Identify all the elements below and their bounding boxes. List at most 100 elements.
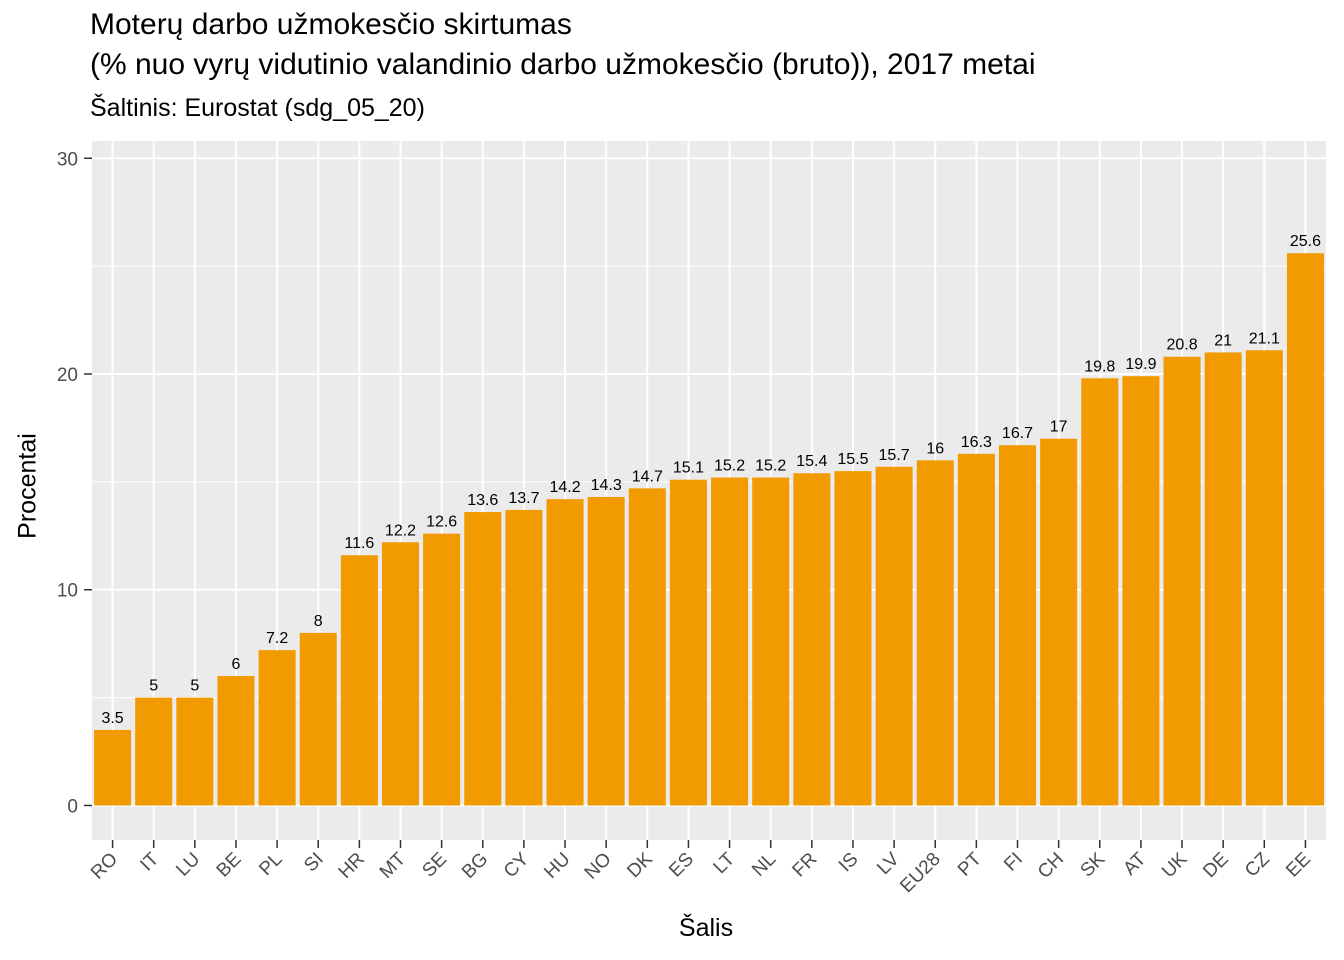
bar-es xyxy=(669,479,707,806)
value-label: 15.1 xyxy=(673,460,704,477)
value-label: 14.7 xyxy=(632,468,663,485)
x-tick-label: SE xyxy=(418,849,451,882)
x-tick-label: IT xyxy=(136,848,163,875)
bar-cz xyxy=(1245,350,1283,806)
x-tick-label: CY xyxy=(500,848,534,882)
x-tick-label: NL xyxy=(748,849,780,881)
y-tick-label: 20 xyxy=(57,365,78,386)
x-tick-label: LT xyxy=(710,848,740,878)
value-label: 13.7 xyxy=(508,490,539,507)
x-tick-label: CH xyxy=(1034,849,1068,883)
x-tick-label: RO xyxy=(87,849,122,884)
x-tick-label: DK xyxy=(623,848,657,882)
value-label: 5 xyxy=(190,678,199,695)
x-tick-label: IS xyxy=(835,849,863,877)
value-label: 14.2 xyxy=(549,479,580,496)
bar-ee xyxy=(1286,253,1324,806)
x-tick-label: HR xyxy=(335,849,369,883)
chart-title-line-2: (% nuo vyrų vidutinio valandinio darbo u… xyxy=(90,48,1036,81)
value-label: 12.2 xyxy=(385,522,416,539)
value-labels: 3.5 5 5 6 7.2 8 11.6 12.2 12.6 13.6 13.7 14.2 14.3 14… xyxy=(101,233,1321,727)
y-axis-label: Procentai xyxy=(13,433,42,539)
bar-si xyxy=(299,632,337,806)
bar-be xyxy=(217,676,255,806)
x-tick-label: LV xyxy=(873,848,904,879)
bar-hr xyxy=(340,555,378,806)
value-label: 15.5 xyxy=(837,451,868,468)
bar-dk xyxy=(628,488,666,806)
x-tick-label: MT xyxy=(376,848,411,883)
chart-title: Moterų darbo užmokesčio skirtumas xyxy=(90,8,572,41)
chart-subtitle: Šaltinis: Eurostat (sdg_05_20) xyxy=(90,94,425,122)
x-tick-label: PL xyxy=(255,849,286,880)
value-label: 13.6 xyxy=(467,492,498,509)
bar-fr xyxy=(793,473,831,806)
x-tick-label: BE xyxy=(213,849,246,882)
x-tick-label: BG xyxy=(458,849,492,883)
bar-nl xyxy=(752,477,790,806)
bar-pl xyxy=(258,650,296,806)
value-label: 15.7 xyxy=(879,447,910,464)
bar-lv xyxy=(875,466,913,806)
plot-panel xyxy=(92,141,1326,840)
x-tick-label: DE xyxy=(1199,849,1233,883)
value-label: 21.1 xyxy=(1249,330,1280,347)
x-tick-label: SK xyxy=(1077,848,1110,881)
x-tick-label: FR xyxy=(789,849,822,882)
bars xyxy=(94,253,1324,806)
x-axis: RO IT LU BE PL SI HR MT SE BG CY HU NO DK ES LT NL FR IS LV… xyxy=(87,840,1315,897)
value-label: 5 xyxy=(149,678,158,695)
x-tick-label: EE xyxy=(1282,849,1315,882)
value-label: 15.2 xyxy=(714,458,745,475)
bar-eu28 xyxy=(916,460,954,806)
bar-bg xyxy=(464,512,502,806)
value-label: 12.6 xyxy=(426,514,457,531)
y-tick-label: 30 xyxy=(57,149,78,170)
x-tick-label: PT xyxy=(954,848,986,880)
value-label: 6 xyxy=(232,656,241,673)
x-tick-label: HU xyxy=(540,849,574,883)
value-label: 21 xyxy=(1214,332,1232,349)
bar-lt xyxy=(711,477,749,806)
y-tick-label: 0 xyxy=(67,796,78,817)
bar-hu xyxy=(546,499,584,806)
value-label: 17 xyxy=(1050,419,1068,436)
x-tick-label: CZ xyxy=(1241,848,1274,881)
bar-at xyxy=(1122,376,1160,806)
bar-lu xyxy=(176,697,214,806)
x-tick-label: SI xyxy=(300,849,328,877)
bar-sk xyxy=(1081,378,1119,806)
value-label: 25.6 xyxy=(1290,233,1321,250)
value-label: 14.3 xyxy=(591,477,622,494)
minor-gridlines xyxy=(92,265,1326,699)
bar-se xyxy=(423,533,461,806)
x-tick-label: UK xyxy=(1158,848,1192,882)
value-label: 16.7 xyxy=(1002,425,1033,442)
value-label: 11.6 xyxy=(344,535,374,552)
value-label: 7.2 xyxy=(266,630,288,647)
bar-pt xyxy=(957,453,995,806)
bar-fi xyxy=(998,445,1037,806)
x-tick-label: FI xyxy=(1000,849,1027,876)
value-label: 8 xyxy=(314,613,323,630)
x-tick-label: ES xyxy=(665,849,698,882)
bar-ro xyxy=(94,729,132,806)
bar-cy xyxy=(505,509,543,806)
bar-is xyxy=(834,471,872,806)
bar-ch xyxy=(1040,438,1078,806)
x-tick-label: AT xyxy=(1119,848,1150,879)
x-tick-label: EU28 xyxy=(896,849,944,897)
bar-de xyxy=(1204,352,1242,806)
value-label: 16 xyxy=(926,440,944,457)
x-axis-label: Šalis xyxy=(678,914,734,942)
value-label: 15.4 xyxy=(796,453,827,470)
value-label: 19.9 xyxy=(1125,356,1156,373)
bar-no xyxy=(587,496,625,806)
value-label: 20.8 xyxy=(1166,337,1197,354)
value-label: 15.2 xyxy=(755,458,786,475)
y-axis: 0 10 20 30 xyxy=(57,149,92,817)
bar-it xyxy=(135,697,173,806)
value-label: 3.5 xyxy=(101,710,123,727)
x-tick-label: LU xyxy=(172,849,204,881)
